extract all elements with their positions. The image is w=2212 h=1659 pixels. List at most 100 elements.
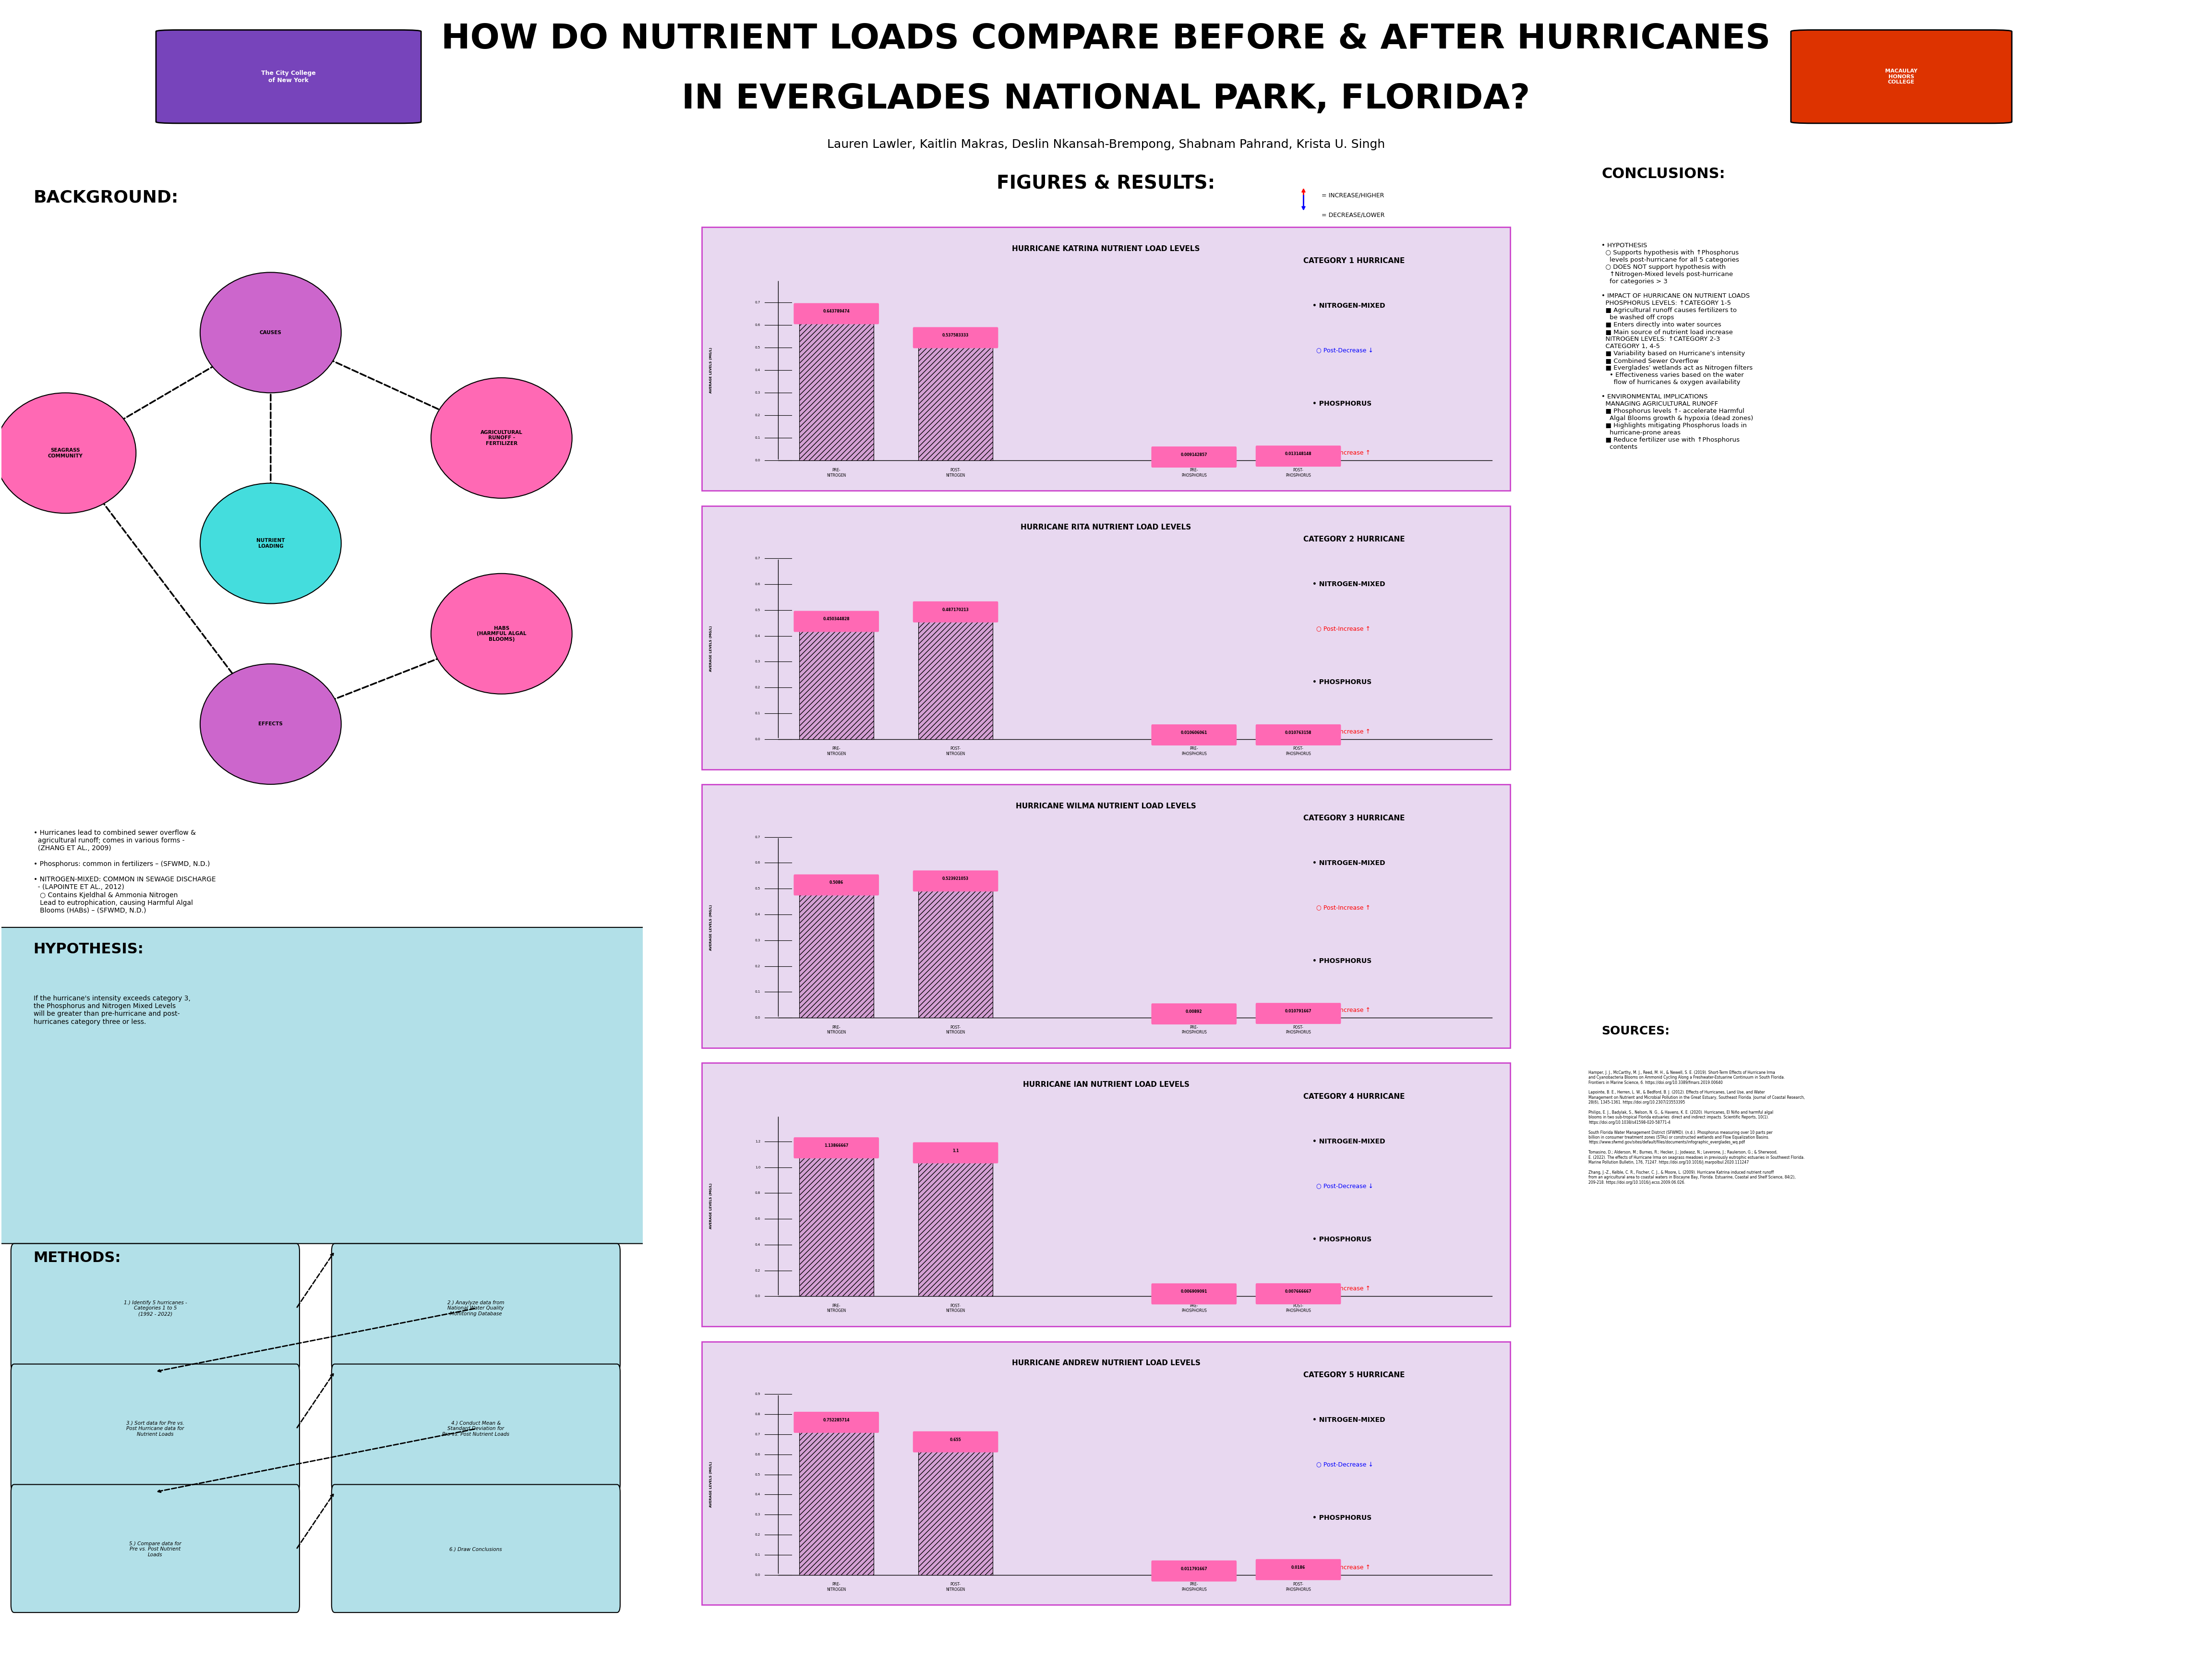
FancyBboxPatch shape — [1150, 1284, 1237, 1304]
Text: 0.752285714: 0.752285714 — [823, 1418, 849, 1422]
FancyBboxPatch shape — [1150, 1561, 1237, 1581]
Ellipse shape — [431, 378, 573, 498]
Text: ○ Post-Increase ↑: ○ Post-Increase ↑ — [1312, 1564, 1371, 1571]
Bar — [1157, 737, 1232, 740]
Text: SOURCES:: SOURCES: — [1601, 1025, 1670, 1037]
Text: 0.010791667: 0.010791667 — [1285, 1009, 1312, 1014]
Text: 0.655: 0.655 — [949, 1437, 962, 1442]
FancyBboxPatch shape — [794, 611, 878, 632]
Ellipse shape — [0, 393, 135, 513]
Text: ○ Post-Increase ↑: ○ Post-Increase ↑ — [1312, 625, 1371, 632]
Text: ○ Post-Decrease ↓: ○ Post-Decrease ↓ — [1312, 1183, 1374, 1190]
Text: POST-
NITROGEN: POST- NITROGEN — [947, 1304, 964, 1314]
FancyBboxPatch shape — [701, 506, 1511, 770]
Text: 0.487170213: 0.487170213 — [942, 607, 969, 612]
Text: PRE-
PHOSPHORUS: PRE- PHOSPHORUS — [1181, 468, 1208, 478]
Text: CATEGORY 4 HURRICANE: CATEGORY 4 HURRICANE — [1303, 1093, 1405, 1100]
FancyBboxPatch shape — [332, 1244, 619, 1372]
Text: HURRICANE ANDREW NUTRIENT LOAD LEVELS: HURRICANE ANDREW NUTRIENT LOAD LEVELS — [1011, 1359, 1201, 1367]
Text: = INCREASE/HIGHER: = INCREASE/HIGHER — [1321, 192, 1385, 199]
Text: 0.2: 0.2 — [754, 415, 761, 416]
FancyBboxPatch shape — [1256, 446, 1340, 466]
Text: 0.4: 0.4 — [754, 634, 761, 637]
Bar — [1157, 1015, 1232, 1017]
Text: POST-
NITROGEN: POST- NITROGEN — [947, 747, 964, 757]
Text: 0.6: 0.6 — [754, 324, 761, 327]
Text: IN EVERGLADES NATIONAL PARK, FLORIDA?: IN EVERGLADES NATIONAL PARK, FLORIDA? — [681, 83, 1531, 116]
Text: 0.6: 0.6 — [754, 861, 761, 864]
Text: CONCLUSIONS:: CONCLUSIONS: — [1601, 168, 1725, 181]
Text: 0.6: 0.6 — [754, 1218, 761, 1221]
Text: HURRICANE KATRINA NUTRIENT LOAD LEVELS: HURRICANE KATRINA NUTRIENT LOAD LEVELS — [1013, 246, 1199, 252]
Text: HABS
(HARMFUL ALGAL
BLOOMS): HABS (HARMFUL ALGAL BLOOMS) — [476, 625, 526, 642]
Text: 0.007666667: 0.007666667 — [1285, 1289, 1312, 1294]
FancyBboxPatch shape — [701, 227, 1511, 491]
Text: HURRICANE RITA NUTRIENT LOAD LEVELS: HURRICANE RITA NUTRIENT LOAD LEVELS — [1020, 524, 1192, 531]
Bar — [1261, 737, 1336, 740]
Text: 6.) Draw Conclusions: 6.) Draw Conclusions — [449, 1546, 502, 1551]
Text: • PHOSPHORUS: • PHOSPHORUS — [1312, 1515, 1371, 1521]
FancyBboxPatch shape — [914, 327, 998, 348]
Bar — [799, 622, 874, 740]
Text: HOW DO NUTRIENT LOADS COMPARE BEFORE & AFTER HURRICANES: HOW DO NUTRIENT LOADS COMPARE BEFORE & A… — [442, 23, 1770, 55]
Text: PRE-
NITROGEN: PRE- NITROGEN — [827, 747, 845, 757]
Text: 0.4: 0.4 — [754, 1243, 761, 1246]
FancyBboxPatch shape — [332, 1485, 619, 1613]
Text: PRE-
NITROGEN: PRE- NITROGEN — [827, 1025, 845, 1035]
Text: PRE-
PHOSPHORUS: PRE- PHOSPHORUS — [1181, 1583, 1208, 1591]
Text: PRE-
NITROGEN: PRE- NITROGEN — [827, 468, 845, 478]
FancyBboxPatch shape — [914, 1432, 998, 1452]
FancyBboxPatch shape — [1792, 30, 2013, 123]
FancyBboxPatch shape — [701, 1342, 1511, 1604]
Bar — [799, 886, 874, 1017]
FancyBboxPatch shape — [0, 927, 646, 1244]
Text: AVERAGE LEVELS (MG/L): AVERAGE LEVELS (MG/L) — [710, 904, 712, 951]
Text: 1.1: 1.1 — [953, 1148, 958, 1153]
Text: 0.013148148: 0.013148148 — [1285, 451, 1312, 456]
Text: POST-
PHOSPHORUS: POST- PHOSPHORUS — [1285, 747, 1312, 757]
Text: 0.6: 0.6 — [754, 582, 761, 586]
FancyBboxPatch shape — [794, 304, 878, 324]
Text: CATEGORY 1 HURRICANE: CATEGORY 1 HURRICANE — [1303, 257, 1405, 264]
Text: PRE-
NITROGEN: PRE- NITROGEN — [827, 1583, 845, 1591]
Text: PRE-
PHOSPHORUS: PRE- PHOSPHORUS — [1181, 1304, 1208, 1314]
Text: 0.010606061: 0.010606061 — [1181, 730, 1208, 735]
Text: 0.009142857: 0.009142857 — [1181, 453, 1208, 456]
Text: POST-
NITROGEN: POST- NITROGEN — [947, 1025, 964, 1035]
Text: 0.3: 0.3 — [754, 660, 761, 664]
Text: • Hurricanes lead to combined sewer overflow &
  agricultural runoff; comes in v: • Hurricanes lead to combined sewer over… — [33, 830, 215, 914]
Text: 0.8: 0.8 — [754, 1413, 761, 1415]
Text: 0.5: 0.5 — [754, 1473, 761, 1477]
Text: 0.7: 0.7 — [754, 1433, 761, 1435]
Ellipse shape — [199, 483, 341, 604]
Text: 0.2: 0.2 — [754, 964, 761, 967]
Bar — [1157, 458, 1232, 461]
Text: POST-
NITROGEN: POST- NITROGEN — [947, 468, 964, 478]
Text: HURRICANE IAN NUTRIENT LOAD LEVELS: HURRICANE IAN NUTRIENT LOAD LEVELS — [1022, 1082, 1190, 1088]
Bar — [918, 338, 993, 461]
Text: 0.011791667: 0.011791667 — [1181, 1566, 1208, 1571]
Text: 0.1: 0.1 — [754, 990, 761, 994]
Text: 0.4: 0.4 — [754, 912, 761, 916]
Text: 0.006909091: 0.006909091 — [1181, 1289, 1208, 1294]
Bar — [799, 1423, 874, 1574]
Text: PRE-
PHOSPHORUS: PRE- PHOSPHORUS — [1181, 747, 1208, 757]
Text: AVERAGE LEVELS (MG/L): AVERAGE LEVELS (MG/L) — [710, 1183, 712, 1229]
Text: 0.537583333: 0.537583333 — [942, 333, 969, 338]
Bar — [1157, 1573, 1232, 1574]
FancyBboxPatch shape — [794, 1412, 878, 1433]
Text: • PHOSPHORUS: • PHOSPHORUS — [1312, 1236, 1371, 1243]
Text: CATEGORY 5 HURRICANE: CATEGORY 5 HURRICANE — [1303, 1372, 1405, 1379]
Text: • NITROGEN-MIXED: • NITROGEN-MIXED — [1312, 581, 1385, 587]
Text: 0.7: 0.7 — [754, 557, 761, 559]
Ellipse shape — [431, 574, 573, 693]
Text: 0.2: 0.2 — [754, 687, 761, 688]
Text: POST-
PHOSPHORUS: POST- PHOSPHORUS — [1285, 1583, 1312, 1591]
Text: 0.0186: 0.0186 — [1292, 1566, 1305, 1569]
Text: If the hurricane's intensity exceeds category 3,
the Phosphorus and Nitrogen Mix: If the hurricane's intensity exceeds cat… — [33, 995, 190, 1025]
Text: EFFECTS: EFFECTS — [259, 722, 283, 727]
Text: 1.) Identify 5 hurricanes -
Categories 1 to 5
(1992 - 2022): 1.) Identify 5 hurricanes - Categories 1… — [124, 1301, 186, 1316]
Text: AVERAGE LEVELS (MG/L): AVERAGE LEVELS (MG/L) — [710, 347, 712, 393]
FancyBboxPatch shape — [1256, 725, 1340, 745]
Text: • NITROGEN-MIXED: • NITROGEN-MIXED — [1312, 859, 1385, 866]
